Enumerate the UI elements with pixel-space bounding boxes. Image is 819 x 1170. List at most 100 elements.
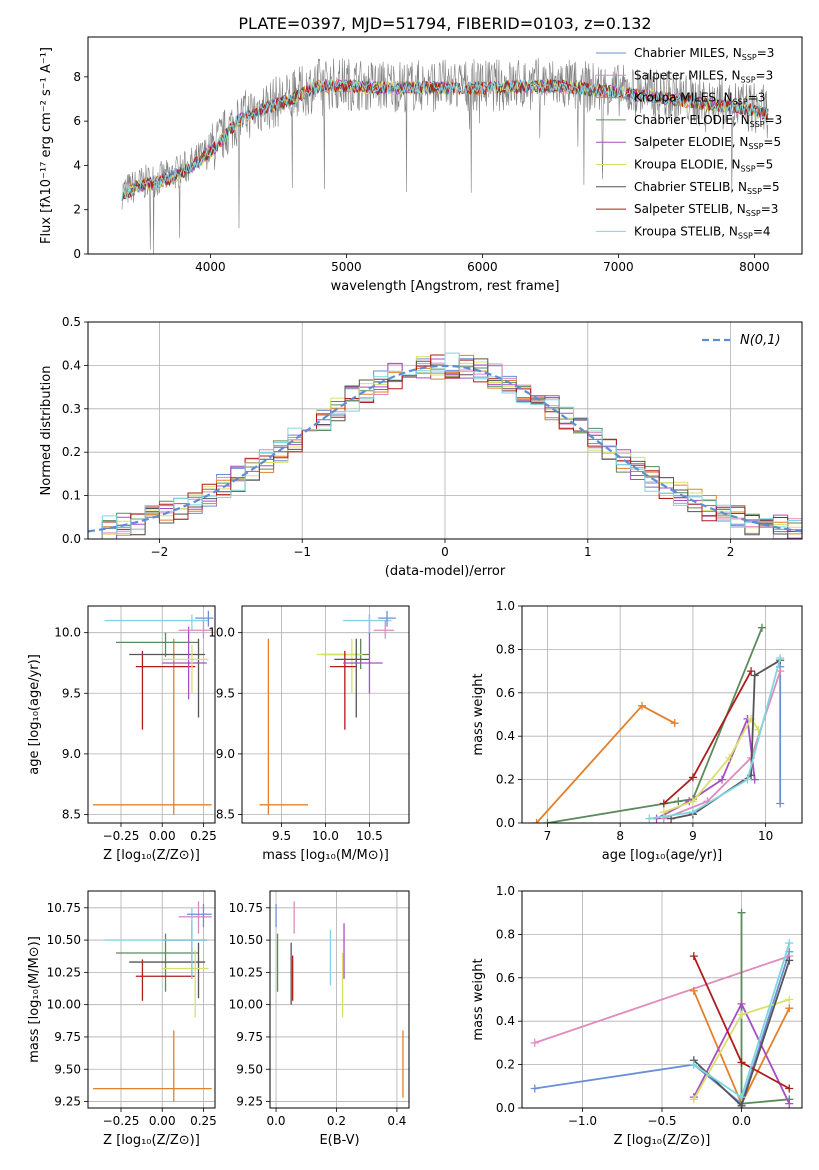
- weight-marker: [688, 808, 697, 817]
- weight-marker: [737, 999, 746, 1008]
- y-tick-label: 0.4: [62, 358, 81, 372]
- axes-frame: [87, 605, 216, 824]
- y-tick-label: 8: [73, 70, 81, 84]
- panel-weight-vs-age: 7 8 9 10 0.0 0.2 0.4 0.6 0.8 1.0 age [log₁₀(age/yr…: [471, 599, 803, 863]
- x-axis-label: Z [log₁₀(Z/Z⊙)]: [614, 1133, 711, 1148]
- legend-label: Kroupa ELODIE, NSSP=5: [634, 158, 773, 174]
- weight-marker: [689, 1095, 698, 1104]
- y-tick-label: 0.0: [62, 532, 81, 546]
- y-tick-label: 0.6: [496, 686, 515, 700]
- axes-frame: [521, 890, 803, 1109]
- weight-marker: [737, 1101, 746, 1108]
- x-axis-label: mass [log₁₀(M/M⊙)]: [262, 848, 389, 863]
- x-tick-label: −0.25: [103, 829, 140, 843]
- y-tick-label: 9.25: [54, 1095, 81, 1109]
- weight-marker: [758, 623, 766, 632]
- plot-area: [92, 610, 214, 815]
- weight-marker: [645, 814, 654, 823]
- x-tick-label: 2: [727, 545, 735, 559]
- axes-frame: [87, 321, 803, 540]
- y-axis-label: age [log₁₀(age/yr)]: [27, 654, 42, 775]
- weight-marker: [750, 775, 759, 784]
- x-tick-label: 8: [616, 829, 624, 843]
- x-tick-label: 0: [441, 545, 449, 559]
- y-tick-label: 8.5: [216, 808, 235, 822]
- y-tick-label: 0.2: [496, 773, 515, 787]
- x-tick-label: 6000: [467, 260, 498, 274]
- figure-title: PLATE=0397, MJD=51794, FIBERID=0103, z=0…: [238, 14, 651, 33]
- x-tick-label: 10.0: [312, 829, 339, 843]
- y-tick-label: 9.75: [54, 1030, 81, 1044]
- weight-marker: [776, 799, 785, 808]
- y-tick-label: 10.00: [47, 998, 81, 1012]
- y-tick-label: 6: [73, 114, 81, 128]
- y-tick-label: 10.25: [229, 965, 263, 979]
- x-tick-label: −1: [293, 545, 311, 559]
- x-tick-label: 5000: [331, 260, 362, 274]
- weight-marker: [785, 1004, 794, 1013]
- legend-label: N(0,1): [740, 333, 781, 348]
- y-tick-label: 10.00: [229, 998, 263, 1012]
- panel-residuals: −2 −1 0 1 2 0.0 0.1 0.2 0.3 0.4 0.5 (data-model)/er…: [39, 315, 803, 579]
- x-tick-label: 9: [689, 829, 697, 843]
- y-tick-label: 0: [73, 247, 81, 261]
- x-tick-label: 7000: [603, 260, 634, 274]
- weight-marker: [638, 701, 646, 710]
- weight-marker: [776, 654, 785, 663]
- x-tick-label: 0.4: [387, 1114, 406, 1128]
- plot-area: [88, 352, 802, 539]
- weight-marker: [785, 939, 794, 948]
- weight-marker: [659, 808, 668, 817]
- y-tick-label: 0.0: [496, 1101, 515, 1115]
- y-tick-label: 4: [73, 158, 81, 172]
- y-tick-label: 10.75: [47, 901, 81, 915]
- x-tick-label: 0.00: [149, 1114, 176, 1128]
- y-tick-label: 10.25: [47, 965, 81, 979]
- y-tick-label: 0.4: [496, 1014, 515, 1028]
- plot-area: [530, 908, 794, 1108]
- y-tick-label: 10.50: [229, 933, 263, 947]
- y-tick-label: 0.3: [62, 402, 81, 416]
- y-axis-label: Flux [fλ10⁻¹⁷ erg cm⁻² s⁻¹ A⁻¹]: [39, 47, 54, 244]
- x-axis-label: age [log₁₀(age/yr)]: [602, 848, 723, 863]
- x-axis-label: wavelength [Angstrom, rest frame]: [331, 279, 560, 294]
- weight-line: [649, 657, 782, 820]
- legend-label: Kroupa STELIB, NSSP=4: [634, 224, 771, 240]
- y-axis-label: Normed distribution: [39, 366, 54, 496]
- y-tick-label: 1.0: [496, 884, 515, 898]
- x-tick-label: −2: [151, 545, 169, 559]
- x-tick-label: 0.2: [327, 1114, 346, 1128]
- model-line: [121, 78, 769, 201]
- weight-marker: [725, 753, 734, 762]
- y-tick-label: 9.5: [62, 686, 81, 700]
- weight-marker: [674, 797, 683, 806]
- legend-label: Chabrier MILES, NSSP=3: [634, 46, 774, 62]
- x-axis-label: (data-model)/error: [385, 564, 506, 579]
- y-tick-label: 0.5: [62, 315, 81, 329]
- y-tick-label: 9.5: [216, 686, 235, 700]
- plot-area: [92, 901, 212, 1102]
- x-tick-label: 10.5: [356, 829, 383, 843]
- x-tick-label: −0.5: [647, 1114, 676, 1128]
- y-tick-label: 9.0: [216, 747, 235, 761]
- y-tick-label: 9.50: [54, 1062, 81, 1076]
- weight-marker: [532, 819, 541, 823]
- legend-label: Salpeter ELODIE, NSSP=5: [634, 135, 781, 151]
- legend-label: Salpeter STELIB, NSSP=3: [634, 202, 778, 218]
- x-tick-label: 0.0: [266, 1114, 285, 1128]
- y-tick-label: 0.6: [496, 971, 515, 985]
- axes-frame: [521, 605, 803, 824]
- weight-marker: [718, 775, 726, 784]
- x-tick-label: 10: [758, 829, 773, 843]
- weight-marker: [689, 986, 698, 995]
- weight-marker: [670, 719, 679, 728]
- axes-frame: [241, 605, 410, 824]
- y-tick-label: 0.2: [496, 1058, 515, 1072]
- y-tick-label: 10.75: [229, 901, 263, 915]
- panel-age-vs-mass: 9.5 10.0 10.5 8.5 9.0 9.5 10.0 mass [log₁₀(M/M⊙…: [208, 605, 410, 863]
- weight-marker: [737, 1093, 746, 1102]
- y-tick-label: 0.8: [496, 927, 515, 941]
- y-tick-label: 2: [73, 203, 81, 217]
- axes-frame: [87, 36, 803, 255]
